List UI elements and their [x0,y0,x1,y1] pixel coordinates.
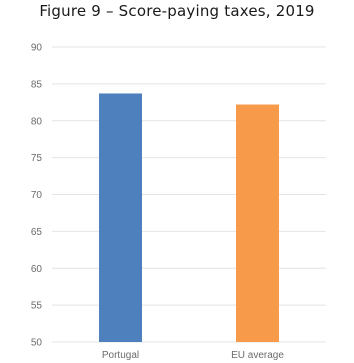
y-tick-label: 75 [31,153,43,164]
x-category-label: Portugal [102,350,139,361]
chart-title: Figure 9 – Score-paying taxes, 2019 [39,2,315,20]
bar-eu-average [236,104,279,343]
y-tick-label: 80 [31,116,43,127]
y-axis-ticks: 50 55 60 65 70 75 80 85 90 [31,43,43,349]
y-tick-label: 90 [31,43,43,54]
y-tick-label: 55 [31,301,43,312]
y-tick-label: 50 [31,338,43,349]
bars [99,93,279,343]
x-axis-categories: Portugal EU average [102,350,284,361]
y-tick-label: 60 [31,264,43,275]
y-tick-label: 70 [31,190,43,201]
bar-portugal [99,93,142,343]
x-category-label: EU average [231,350,284,361]
y-tick-label: 85 [31,79,43,90]
y-tick-label: 65 [31,227,43,238]
gridlines [52,46,326,343]
